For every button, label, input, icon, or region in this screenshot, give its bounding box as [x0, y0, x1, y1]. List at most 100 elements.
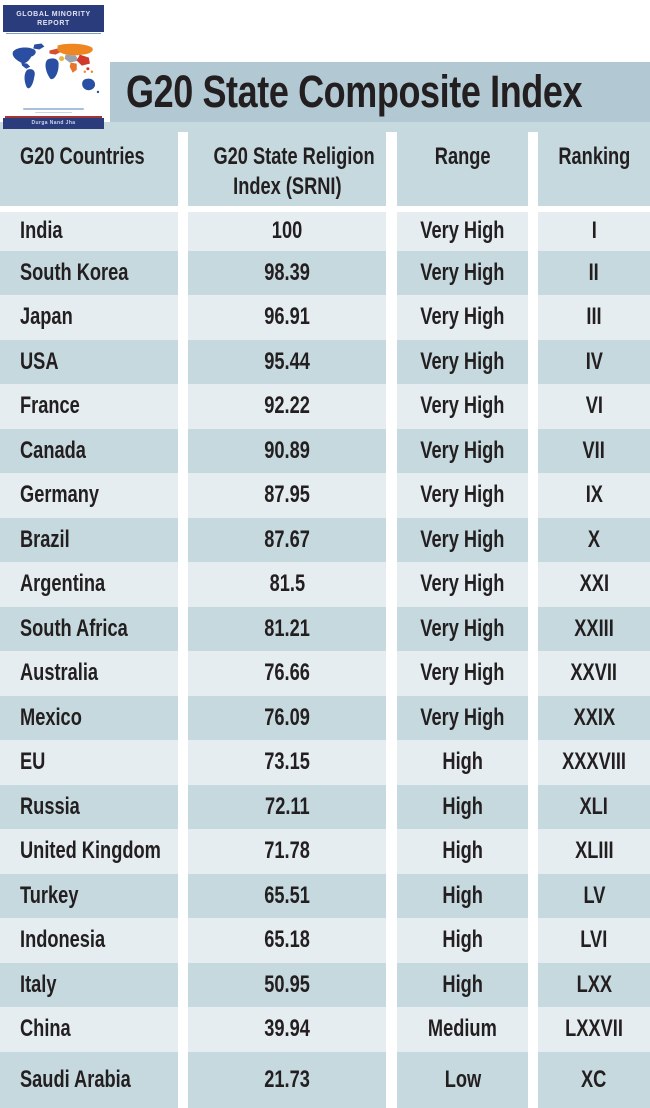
ranking-cell: XLIII: [574, 837, 614, 865]
report-cover-title-line2: REPORT: [37, 20, 70, 27]
table-row: Turkey 65.51 High LV: [0, 873, 650, 918]
country-cell: Australia: [20, 659, 99, 687]
ranking-cell: VI: [585, 392, 603, 420]
table-row: Saudi Arabia 21.73 Low XC: [0, 1051, 650, 1108]
range-cell: High: [442, 748, 483, 776]
table-row: South Africa 81.21 Very High XXIII: [0, 606, 650, 651]
ranking-cell: XXXVIII: [562, 748, 626, 776]
range-cell: Medium: [428, 1015, 497, 1043]
cover-fineprint-line: [35, 111, 72, 113]
srni-value-cell: 90.89: [264, 436, 310, 464]
ranking-cell: LXXVII: [565, 1015, 623, 1043]
cover-red-rule: [5, 116, 102, 118]
country-cell: Mexico: [20, 703, 82, 731]
table-row: United Kingdom 71.78 High XLIII: [0, 829, 650, 874]
srni-value-cell: 65.51: [264, 881, 310, 909]
srni-value-cell: 73.15: [264, 748, 310, 776]
country-cell: EU: [20, 748, 46, 776]
srni-value-cell: 81.21: [264, 614, 310, 642]
srni-value-cell: 95.44: [264, 347, 310, 375]
ranking-cell: XLI: [579, 792, 609, 820]
table-row: Indonesia 65.18 High LVI: [0, 918, 650, 963]
cover-divider-line: [6, 33, 101, 34]
country-cell: South Korea: [20, 258, 129, 286]
table-header-row: G20 Countries G20 State Religion Index (…: [0, 122, 650, 206]
ranking-cell: LVI: [580, 926, 608, 954]
srni-value-cell: 71.78: [264, 837, 310, 865]
range-cell: Very High: [420, 258, 505, 286]
srni-value-cell: 76.09: [264, 703, 310, 731]
table-row: Mexico 76.09 Very High XXIX: [0, 695, 650, 740]
range-cell: Low: [444, 1065, 481, 1093]
srni-value-cell: 39.94: [264, 1015, 310, 1043]
table-row: Argentina 81.5 Very High XXI: [0, 562, 650, 607]
range-cell: High: [442, 792, 483, 820]
column-separator: [528, 132, 538, 1108]
ranking-cell: XXI: [579, 570, 609, 598]
range-cell: Very High: [420, 303, 505, 331]
country-cell: Germany: [20, 481, 100, 509]
range-cell: Very High: [420, 392, 505, 420]
srni-value-cell: 72.11: [264, 792, 310, 820]
country-cell: Italy: [20, 970, 57, 998]
range-cell: Very High: [420, 217, 505, 245]
country-cell: Indonesia: [20, 926, 106, 954]
srni-value-cell: 65.18: [264, 926, 310, 954]
table-row: Russia 72.11 High XLI: [0, 784, 650, 829]
range-cell: High: [442, 881, 483, 909]
country-cell: China: [20, 1015, 71, 1043]
ranking-cell: I: [591, 217, 597, 245]
ranking-cell: III: [586, 303, 602, 331]
report-cover-thumbnail: GLOBAL MINORITY REPORT Durga Nand Jha: [3, 5, 104, 129]
report-cover-title-line1: GLOBAL MINORITY: [16, 11, 91, 18]
world-map-icon: [3, 34, 104, 108]
page-title: G20 State Composite Index: [126, 66, 583, 117]
country-cell: Russia: [20, 792, 80, 820]
range-cell: Very High: [420, 481, 505, 509]
column-header-countries: G20 Countries: [20, 143, 145, 170]
title-bar: G20 State Composite Index: [110, 62, 650, 122]
srni-value-cell: 92.22: [264, 392, 310, 420]
srni-value-cell: 96.91: [264, 303, 310, 331]
srni-value-cell: 100: [271, 217, 303, 245]
table-row: South Korea 98.39 Very High II: [0, 250, 650, 295]
table-row: Canada 90.89 Very High VII: [0, 428, 650, 473]
table-row: EU 73.15 High XXXVIII: [0, 740, 650, 785]
ranking-cell: XXIX: [573, 703, 615, 731]
ranking-cell: XXVII: [570, 659, 618, 687]
range-cell: Very High: [420, 347, 505, 375]
table-row: Australia 76.66 Very High XXVII: [0, 651, 650, 696]
composite-index-table: India 100 Very High I South Korea 98.39 …: [0, 212, 650, 1108]
table-row: France 92.22 Very High VI: [0, 384, 650, 429]
ranking-cell: IV: [585, 347, 603, 375]
range-cell: High: [442, 926, 483, 954]
column-separator: [178, 132, 188, 1108]
country-cell: Canada: [20, 436, 86, 464]
srni-value-cell: 21.73: [264, 1065, 310, 1093]
country-cell: USA: [20, 347, 59, 375]
srni-value-cell: 50.95: [264, 970, 310, 998]
table-row: India 100 Very High I: [0, 212, 650, 251]
column-separator: [386, 132, 397, 1108]
country-cell: France: [20, 392, 80, 420]
country-cell: United Kingdom: [20, 837, 161, 865]
column-header-ranking: Ranking: [558, 143, 630, 170]
range-cell: High: [442, 970, 483, 998]
table-row: Italy 50.95 High LXX: [0, 962, 650, 1007]
ranking-cell: VII: [582, 436, 606, 464]
country-cell: Japan: [20, 303, 73, 331]
range-cell: Very High: [420, 703, 505, 731]
ranking-cell: X: [587, 525, 601, 553]
cover-fineprint-line: [23, 107, 84, 110]
ranking-cell: XC: [581, 1065, 607, 1093]
table-row: China 39.94 Medium LXXVII: [0, 1007, 650, 1052]
ranking-cell: LV: [583, 881, 605, 909]
table-row: USA 95.44 Very High IV: [0, 339, 650, 384]
column-header-srni: G20 State Religion Index (SRNI): [213, 143, 375, 200]
country-cell: India: [20, 217, 63, 245]
table-row: Japan 96.91 Very High III: [0, 295, 650, 340]
country-cell: Argentina: [20, 570, 106, 598]
report-cover-title: GLOBAL MINORITY REPORT: [3, 5, 104, 32]
srni-value-cell: 87.67: [264, 525, 310, 553]
